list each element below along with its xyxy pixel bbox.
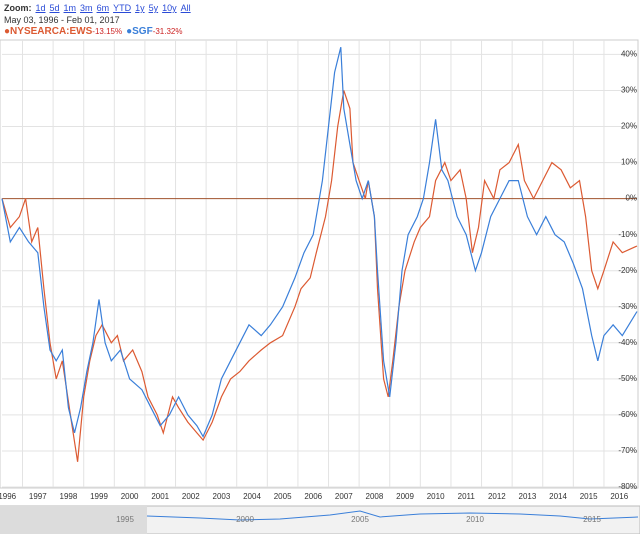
x-tick-label: 1997 xyxy=(29,492,47,501)
x-tick-label: 2008 xyxy=(366,492,384,501)
y-tick-label: -40% xyxy=(618,338,637,347)
navigator-mask xyxy=(0,506,147,534)
x-tick-label: 2003 xyxy=(213,492,231,501)
y-tick-label: -10% xyxy=(618,230,637,239)
x-tick-label: 2001 xyxy=(151,492,169,501)
y-tick-label: 40% xyxy=(621,50,637,59)
legend: ●NYSEARCA:EWS-13.15% ●SGF-31.32% xyxy=(4,26,195,38)
y-tick-label: -60% xyxy=(618,410,637,419)
navigator-label: 2000 xyxy=(236,515,254,524)
y-tick-label: -20% xyxy=(618,266,637,275)
zoom-option[interactable]: 5d xyxy=(49,3,60,13)
legend-marker: ● xyxy=(126,26,133,37)
x-tick-label: 2014 xyxy=(549,492,567,501)
x-tick-label: 2007 xyxy=(335,492,353,501)
navigator-label: 1995 xyxy=(116,515,134,524)
y-tick-label: -30% xyxy=(618,302,637,311)
series-line xyxy=(1,90,638,462)
y-tick-label: 0% xyxy=(625,194,637,203)
date-range: May 03, 1996 - Feb 01, 2017 xyxy=(4,15,120,25)
navigator-label: 2005 xyxy=(351,515,369,524)
x-tick-label: 2016 xyxy=(610,492,628,501)
header: Zoom: 1d 5d 1m 3m 6m YTD 1y 5y 10y All May 03, 199… xyxy=(4,2,195,38)
x-tick-label: 1999 xyxy=(90,492,108,501)
zoom-option[interactable]: 1d xyxy=(35,3,46,13)
x-tick-label: 2009 xyxy=(396,492,414,501)
legend-label: NYSEARCA:EWS xyxy=(10,26,93,37)
x-tick-label: 2010 xyxy=(427,492,445,501)
y-tick-label: 20% xyxy=(621,122,637,131)
y-tick-label: 10% xyxy=(621,158,637,167)
x-tick-label: 2011 xyxy=(458,492,476,501)
series-line xyxy=(1,47,638,438)
zoom-option[interactable]: YTD xyxy=(113,3,132,13)
zoom-option[interactable]: 3m xyxy=(80,3,93,13)
zoom-label: Zoom: xyxy=(4,3,32,13)
legend-change: -13.15% xyxy=(92,27,123,36)
y-tick-label: -70% xyxy=(618,446,637,455)
x-tick-label: 1998 xyxy=(60,492,78,501)
zoom-option[interactable]: All xyxy=(180,3,191,13)
x-tick-label: 2005 xyxy=(274,492,292,501)
plot-area xyxy=(0,39,639,489)
navigator-line xyxy=(146,510,639,521)
zoom-option[interactable]: 5y xyxy=(148,3,159,13)
x-tick-label: 2015 xyxy=(580,492,598,501)
zoom-option[interactable]: 10y xyxy=(162,3,177,13)
x-tick-label: 2012 xyxy=(488,492,506,501)
x-tick-label: 2002 xyxy=(182,492,200,501)
x-tick-label: 1996 xyxy=(0,492,17,501)
zoom-option[interactable]: 6m xyxy=(96,3,110,13)
legend-change: -31.32% xyxy=(152,27,183,36)
navigator-label: 2015 xyxy=(583,515,601,524)
y-tick-label: -50% xyxy=(618,374,637,383)
zoom-option[interactable]: 1m xyxy=(63,3,77,13)
zoom-option[interactable]: 1y xyxy=(135,3,145,13)
legend-label: SGF xyxy=(132,26,153,37)
zoom-bar: Zoom: 1d 5d 1m 3m 6m YTD 1y 5y 10y All xyxy=(4,2,195,14)
x-tick-label: 2013 xyxy=(519,492,537,501)
x-tick-label: 2006 xyxy=(304,492,322,501)
y-tick-label: 30% xyxy=(621,86,637,95)
navigator-label: 2010 xyxy=(466,515,484,524)
x-tick-label: 2004 xyxy=(243,492,261,501)
x-tick-label: 2000 xyxy=(121,492,139,501)
legend-marker: ● xyxy=(4,26,11,37)
y-tick-label: -80% xyxy=(618,482,637,491)
